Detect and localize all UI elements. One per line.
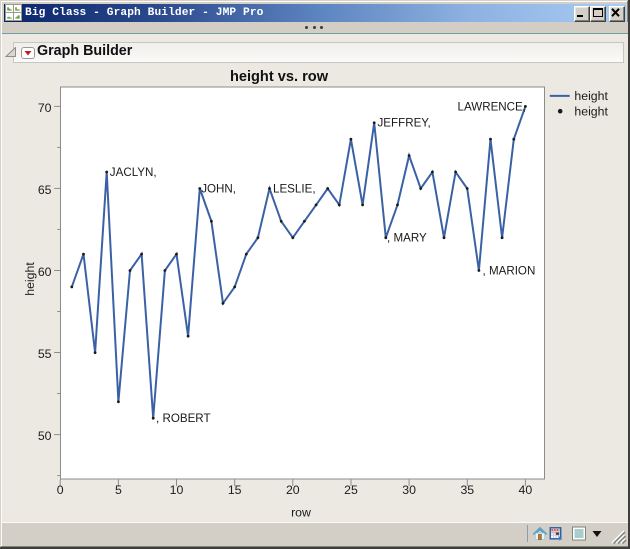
svg-text:height vs. row: height vs. row (230, 69, 329, 85)
svg-text:60: 60 (38, 265, 52, 279)
svg-text:25: 25 (344, 483, 358, 497)
svg-text:, MARY: , MARY (387, 232, 427, 245)
svg-text:65: 65 (38, 183, 52, 197)
svg-text:, ROBERT: , ROBERT (156, 412, 211, 425)
svg-text:5: 5 (115, 483, 122, 497)
svg-text:height: height (23, 262, 37, 296)
svg-text:15: 15 (228, 483, 242, 497)
svg-text:row: row (291, 506, 311, 520)
svg-text:JEFFREY,: JEFFREY, (378, 117, 431, 130)
svg-text:JACLYN,: JACLYN, (110, 166, 157, 179)
svg-text:10: 10 (170, 483, 184, 497)
svg-text:, MARION: , MARION (483, 264, 536, 277)
svg-text:height: height (574, 89, 608, 103)
svg-text:0: 0 (57, 483, 64, 497)
svg-text:LAWRENCE,: LAWRENCE, (458, 100, 527, 113)
svg-text:50: 50 (38, 429, 52, 443)
svg-text:height: height (574, 105, 608, 119)
svg-text:40: 40 (519, 483, 533, 497)
svg-text:70: 70 (38, 101, 52, 115)
svg-text:JOHN,: JOHN, (201, 182, 236, 195)
svg-text:30: 30 (402, 483, 416, 497)
svg-text:35: 35 (460, 483, 474, 497)
svg-text:LESLIE,: LESLIE, (273, 182, 316, 195)
svg-text:20: 20 (286, 483, 300, 497)
svg-text:55: 55 (38, 347, 52, 361)
